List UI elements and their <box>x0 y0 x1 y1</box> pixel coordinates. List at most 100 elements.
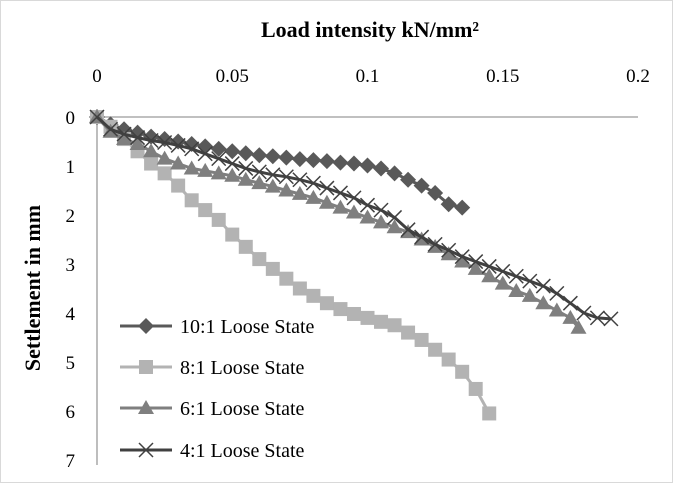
data-point <box>508 282 525 297</box>
data-point <box>252 252 267 267</box>
data-point <box>171 178 186 193</box>
data-point <box>414 332 429 347</box>
y-tick-label: 1 <box>66 157 76 178</box>
data-point <box>170 155 187 170</box>
data-point <box>143 132 159 149</box>
data-point <box>305 152 322 169</box>
legend-item: 8:1 Loose State <box>120 357 305 379</box>
data-point <box>224 156 240 172</box>
data-point <box>225 227 240 242</box>
y-tick-label: 0 <box>66 108 76 129</box>
data-point <box>454 253 471 268</box>
data-point <box>468 381 483 396</box>
data-point <box>427 236 443 252</box>
data-point <box>292 281 307 296</box>
data-point <box>210 140 227 157</box>
data-point <box>359 209 376 224</box>
y-tick-label: 2 <box>66 206 76 227</box>
data-point <box>535 278 551 294</box>
data-point <box>306 288 321 303</box>
y-tick-label: 7 <box>66 451 76 472</box>
x-tick-label: 0.05 <box>216 66 249 87</box>
series-2 <box>90 110 497 421</box>
data-point <box>332 154 349 171</box>
data-point <box>143 143 160 158</box>
data-point <box>332 185 348 201</box>
data-point <box>116 126 132 142</box>
data-point <box>278 169 294 185</box>
data-point <box>265 261 280 276</box>
legend: 10:1 Loose State 8:1 Loose State 6:1 Loose… <box>120 316 315 462</box>
data-point <box>278 149 295 166</box>
legend-marker <box>139 360 153 374</box>
series-layer <box>89 109 619 421</box>
x-tick-label: 0.1 <box>356 66 380 87</box>
data-point <box>521 287 538 302</box>
data-point <box>373 202 389 218</box>
y-tick-label: 3 <box>66 255 76 276</box>
data-point <box>345 155 362 172</box>
legend-marker <box>138 400 154 414</box>
data-point <box>291 151 308 168</box>
data-point <box>401 325 416 340</box>
data-point <box>237 171 254 186</box>
data-point <box>197 146 213 162</box>
data-point <box>562 295 578 311</box>
data-point <box>346 190 362 206</box>
y-axis-title: Settlement in mm <box>20 205 45 371</box>
data-point <box>427 184 444 201</box>
data-point <box>508 268 524 284</box>
data-point <box>129 135 146 150</box>
data-point <box>197 162 214 177</box>
data-point <box>441 242 457 258</box>
x-axis-title: Load intensity kN/mm² <box>261 17 479 42</box>
data-point <box>440 196 457 213</box>
legend-item: 6:1 Loose State <box>120 398 305 420</box>
data-point <box>346 306 361 321</box>
x-tick-label: 0.15 <box>486 66 519 87</box>
data-point <box>413 177 430 194</box>
data-point <box>318 194 335 209</box>
data-point <box>359 157 376 174</box>
data-point <box>387 209 403 225</box>
data-point <box>374 314 389 329</box>
data-point <box>183 160 200 175</box>
data-point <box>468 254 484 270</box>
data-point <box>387 318 402 333</box>
y-tick-label: 6 <box>66 402 76 423</box>
data-point <box>570 319 587 334</box>
legend-marker <box>138 318 154 334</box>
data-point <box>238 239 253 254</box>
data-point <box>467 260 484 275</box>
series-4 <box>89 109 619 327</box>
data-point <box>482 406 497 421</box>
data-point <box>156 150 173 165</box>
data-point <box>318 153 335 170</box>
data-point <box>237 145 254 162</box>
data-point <box>292 172 308 188</box>
data-point <box>576 305 592 321</box>
series-1 <box>89 109 471 216</box>
data-point <box>251 164 267 180</box>
data-point <box>454 199 471 216</box>
data-point <box>184 141 200 157</box>
data-point <box>89 109 105 125</box>
data-point <box>549 285 565 301</box>
data-point <box>130 130 146 146</box>
data-point <box>198 203 213 218</box>
data-point <box>589 310 605 326</box>
data-point <box>535 295 552 310</box>
data-point <box>211 151 227 167</box>
data-point <box>319 296 334 311</box>
data-point <box>345 204 362 219</box>
data-point <box>265 167 281 183</box>
data-point <box>238 160 254 176</box>
data-point <box>157 134 173 151</box>
y-tick-labels: 0 1 2 3 4 5 6 7 <box>66 108 76 472</box>
legend-marker <box>138 442 154 458</box>
legend-item: 4:1 Loose State <box>120 440 305 462</box>
data-point <box>414 229 430 245</box>
data-point <box>264 178 281 193</box>
